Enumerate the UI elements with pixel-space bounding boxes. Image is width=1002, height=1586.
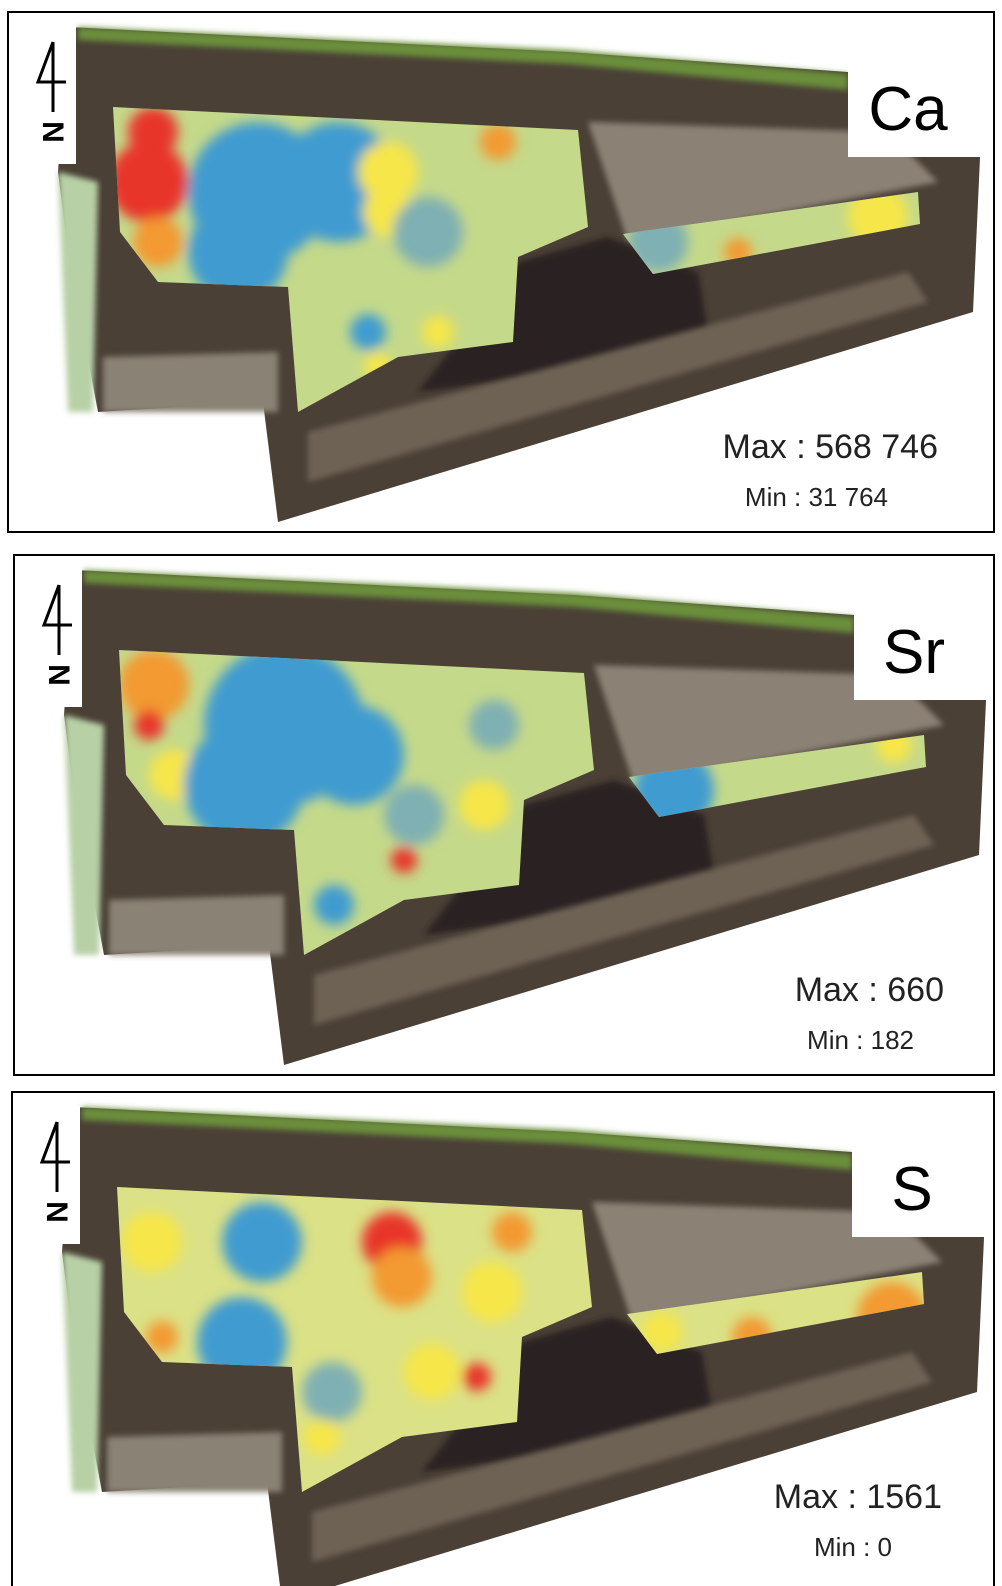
- grass-edge: [84, 570, 854, 633]
- max-label: Max : 660: [795, 971, 944, 1009]
- heat-blob: [463, 1363, 491, 1391]
- heat-blob: [462, 1262, 522, 1322]
- bench: [109, 895, 284, 955]
- heat-blob: [358, 142, 418, 202]
- heat-blob: [642, 1312, 682, 1352]
- element-box: [854, 610, 1000, 700]
- heat-blob: [422, 316, 454, 348]
- panel-frame: [13, 554, 995, 1076]
- max-label: Max : 1561: [774, 1478, 942, 1516]
- cliff-left: [62, 1252, 102, 1492]
- bench: [103, 352, 278, 412]
- heat-blobs: [119, 650, 912, 925]
- heat-blob: [480, 124, 516, 160]
- heat-blob: [134, 710, 164, 740]
- heat-blob: [146, 1321, 178, 1353]
- dark-pit: [422, 1317, 712, 1472]
- max-label: Max : 568 746: [723, 428, 938, 466]
- bench: [107, 1432, 282, 1492]
- element-box: [852, 1147, 998, 1237]
- heat-blob: [372, 1247, 432, 1307]
- dark-pit: [418, 237, 708, 392]
- heat-blob: [350, 314, 386, 350]
- min-label: Min : 182: [807, 1025, 914, 1055]
- element-label: S: [891, 1155, 932, 1224]
- dark-pit: [424, 780, 714, 935]
- cliff-left: [58, 172, 98, 412]
- map-panel: N S Max : 1561 Min : 0: [11, 1091, 998, 1586]
- heat-blob: [469, 700, 519, 750]
- heat-blob: [384, 785, 444, 845]
- heat-blob: [133, 217, 183, 267]
- heat-blob: [119, 650, 189, 720]
- north-label: N: [40, 1201, 73, 1223]
- heat-blob: [391, 847, 417, 873]
- north-label: N: [42, 664, 75, 686]
- heat-blob: [304, 1419, 340, 1455]
- north-arrow: [39, 1121, 70, 1192]
- heat-blob: [304, 705, 404, 805]
- trench-bottom: [308, 272, 928, 482]
- panel-frame: [11, 1091, 995, 1586]
- heat-blob: [314, 885, 354, 925]
- grass-edge: [82, 1107, 852, 1170]
- map-content: [58, 27, 983, 522]
- map-panel: N Sr Max : 660 Min : 182: [13, 554, 1000, 1076]
- heat-blob: [188, 202, 288, 302]
- cliff-left: [64, 715, 104, 955]
- heat-blob: [302, 1362, 362, 1422]
- heat-blob: [492, 1212, 532, 1252]
- element-box: [848, 67, 994, 157]
- panel-frame: [7, 11, 995, 533]
- heat-blob: [222, 1202, 302, 1282]
- element-label: Sr: [883, 618, 945, 687]
- element-label: Ca: [868, 75, 948, 144]
- heat-blobs: [113, 107, 908, 381]
- heat-blob: [113, 142, 188, 222]
- heat-blob: [128, 107, 178, 157]
- heat-blob: [122, 1212, 182, 1272]
- heat-blob: [184, 725, 304, 845]
- min-label: Min : 31 764: [745, 482, 888, 512]
- heat-blob: [459, 780, 509, 830]
- min-label: Min : 0: [814, 1532, 892, 1562]
- grass-edge: [78, 27, 848, 90]
- north-label: N: [36, 121, 69, 143]
- trench-bottom: [312, 1352, 932, 1562]
- map-content: [64, 570, 989, 1065]
- heat-blob: [404, 1344, 460, 1400]
- heat-blob: [393, 197, 463, 267]
- map-panel: N Ca Max : 568 746 Min : 31 764: [7, 11, 995, 533]
- trench-bottom: [314, 815, 934, 1025]
- north-arrow: [35, 41, 66, 112]
- north-arrow: [41, 584, 72, 655]
